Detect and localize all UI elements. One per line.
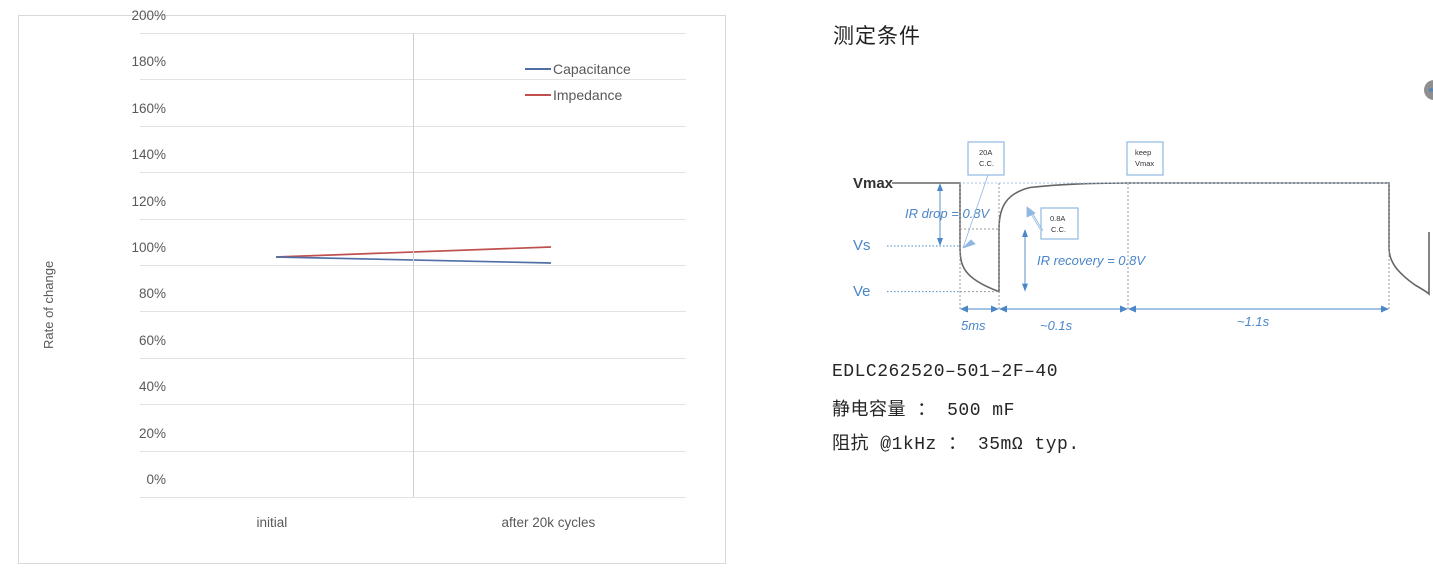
svg-text:Vmax: Vmax bbox=[1135, 159, 1154, 168]
svg-text:Ve: Ve bbox=[853, 283, 871, 300]
svg-text:0.8A: 0.8A bbox=[1050, 214, 1065, 223]
svg-text:IR recovery = 0.8V: IR recovery = 0.8V bbox=[1037, 253, 1146, 268]
svg-text:C.C.: C.C. bbox=[979, 159, 994, 168]
svg-text:Vs: Vs bbox=[853, 237, 871, 254]
svg-text:C.C.: C.C. bbox=[1051, 225, 1066, 234]
svg-text:5ms: 5ms bbox=[961, 318, 986, 333]
svg-text:~0.1s: ~0.1s bbox=[1040, 318, 1073, 333]
svg-text:20A: 20A bbox=[979, 148, 992, 157]
svg-text:Vmax: Vmax bbox=[853, 175, 894, 192]
svg-text:keep: keep bbox=[1135, 148, 1151, 157]
svg-text:~1.1s: ~1.1s bbox=[1237, 314, 1270, 329]
svg-text:IR drop = 0.8V: IR drop = 0.8V bbox=[905, 206, 991, 221]
